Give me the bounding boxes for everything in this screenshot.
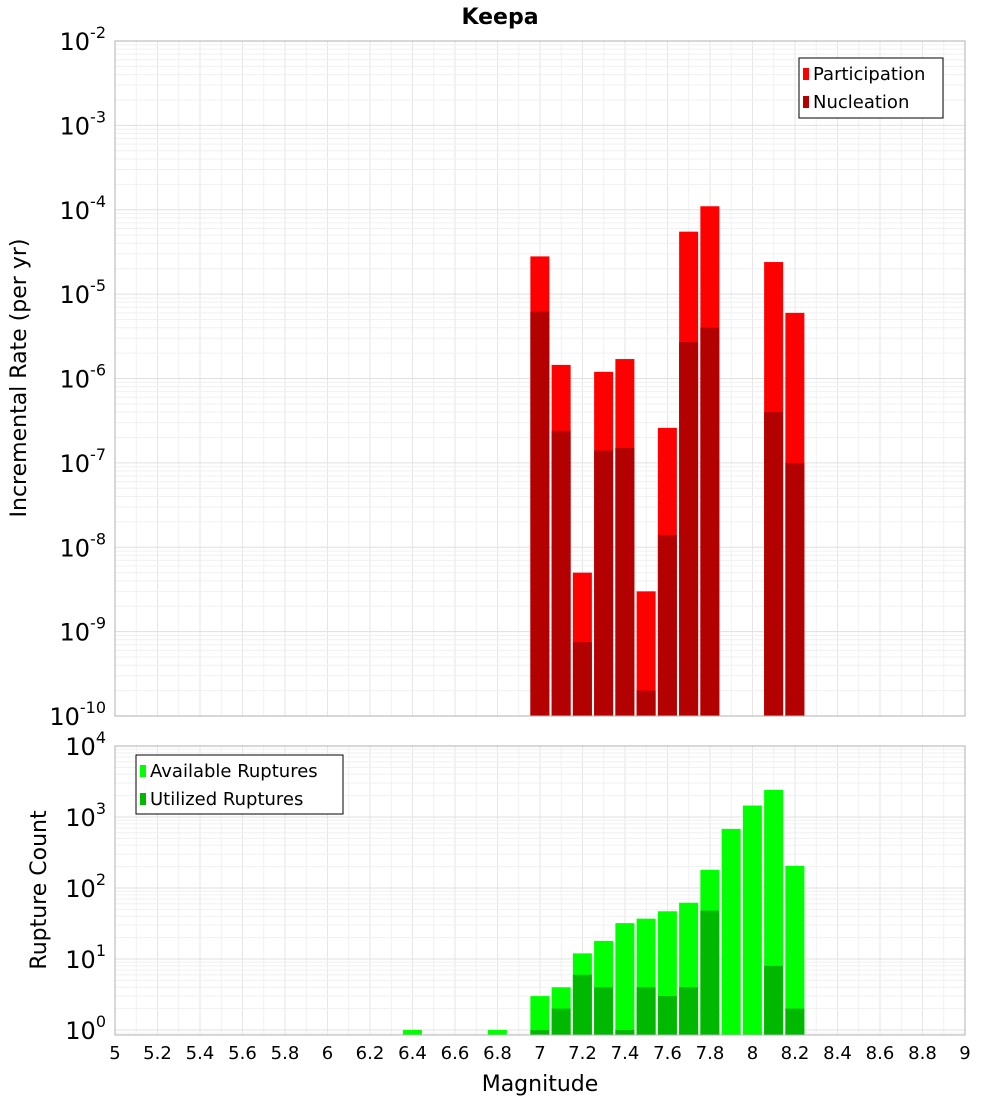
x-tick-label: 7.8 xyxy=(696,1043,725,1064)
count-legend-swatch xyxy=(140,793,146,805)
rate-bar-nucleation xyxy=(530,311,550,716)
count-bar-available-ruptures xyxy=(785,865,805,1035)
rate-y-tick-label: 10-2 xyxy=(60,23,107,56)
rate-bar-nucleation xyxy=(636,690,656,716)
rate-bar-nucleation xyxy=(657,534,677,716)
chart-title: Keepa xyxy=(461,5,538,30)
rate-y-tick-label: 10-3 xyxy=(60,107,107,140)
count-bar-available-ruptures xyxy=(742,805,762,1035)
rate-legend-label: Nucleation xyxy=(813,92,909,113)
x-tick-label: 8.6 xyxy=(866,1043,895,1064)
rate-bar-nucleation xyxy=(700,327,720,716)
bottom-y-axis-label: Rupture Count xyxy=(27,810,52,970)
count-y-tick-label: 100 xyxy=(65,1012,106,1045)
x-tick-label: 6 xyxy=(322,1043,333,1064)
x-tick-label: 7.4 xyxy=(611,1043,640,1064)
x-tick-label: 5 xyxy=(109,1043,120,1064)
count-bar-utilized-ruptures xyxy=(594,987,614,1035)
count-legend: Available Ruptures Utilized Ruptures xyxy=(135,754,344,815)
count-bar-available-ruptures xyxy=(615,923,635,1035)
rate-legend-swatch xyxy=(803,68,809,80)
x-tick-label: 9 xyxy=(959,1043,970,1064)
x-tick-label: 6.4 xyxy=(398,1043,427,1064)
count-bar-utilized-ruptures xyxy=(636,987,656,1035)
count-bar-available-ruptures xyxy=(721,828,741,1035)
rate-legend-swatch xyxy=(803,96,809,108)
x-tick-label: 7 xyxy=(534,1043,545,1064)
count-y-tick-label: 103 xyxy=(65,799,106,832)
count-bar-utilized-ruptures xyxy=(785,1008,805,1035)
rate-bar-nucleation xyxy=(572,642,592,716)
count-bar-utilized-ruptures xyxy=(551,1008,571,1035)
rupture-count-plot-panel: 100 101 102 103 104 5 5.2 5.4 5.6 5.8 6 6.2 6.4 6.6 6.… xyxy=(65,728,970,1064)
count-plot-frame xyxy=(114,745,966,1036)
count-bar-utilized-ruptures xyxy=(530,1029,550,1035)
rate-bar-nucleation xyxy=(764,412,784,716)
rate-y-tick-label: 10-10 xyxy=(49,698,106,731)
x-tick-label: 5.4 xyxy=(186,1043,215,1064)
count-bar-utilized-ruptures xyxy=(572,974,592,1035)
count-bar-utilized-ruptures xyxy=(679,987,699,1035)
x-tick-label: 5.6 xyxy=(228,1043,257,1064)
count-legend-label: Utilized Ruptures xyxy=(150,789,303,810)
x-tick-label: 6.2 xyxy=(356,1043,385,1064)
rate-plot-panel: 10-10 10-9 10-8 10-7 10-6 10-5 10-4 10-3 10-2 Par… xyxy=(49,23,966,731)
x-tick-label: 8.4 xyxy=(823,1043,852,1064)
rate-y-tick-label: 10-5 xyxy=(60,276,107,309)
top-y-axis-label: Incremental Rate (per yr) xyxy=(7,239,32,518)
count-bar-available-ruptures xyxy=(530,996,550,1035)
count-legend-box xyxy=(135,754,344,815)
rate-y-tick-label: 10-9 xyxy=(60,614,107,647)
rate-y-tick-label: 10-6 xyxy=(60,361,107,394)
x-tick-label: 7.2 xyxy=(568,1043,597,1064)
count-legend-label: Available Ruptures xyxy=(150,761,318,782)
count-bar-available-ruptures xyxy=(487,1029,507,1035)
x-tick-label: 5.2 xyxy=(143,1043,172,1064)
x-tick-label: 8.8 xyxy=(908,1043,937,1064)
count-bar-utilized-ruptures xyxy=(764,965,784,1035)
count-bar-utilized-ruptures xyxy=(657,996,677,1035)
rate-bar-nucleation xyxy=(594,450,614,716)
rate-y-tick-label: 10-8 xyxy=(60,529,107,562)
x-tick-label: 8.2 xyxy=(781,1043,810,1064)
x-axis-label: Magnitude xyxy=(482,1072,599,1097)
x-tick-label: 5.8 xyxy=(271,1043,300,1064)
count-bar-available-ruptures xyxy=(402,1029,422,1035)
rate-plot-frame xyxy=(114,40,966,717)
x-tick-label: 6.8 xyxy=(483,1043,512,1064)
rate-y-tick-label: 10-4 xyxy=(60,192,107,225)
count-legend-swatch xyxy=(140,765,146,777)
rate-bar-participation xyxy=(636,591,656,716)
count-y-tick-label: 101 xyxy=(65,941,106,974)
count-bar-utilized-ruptures xyxy=(700,910,720,1035)
x-tick-label: 6.6 xyxy=(441,1043,470,1064)
rate-bar-nucleation xyxy=(785,462,805,716)
rate-bar-nucleation xyxy=(551,430,571,716)
rate-legend-box xyxy=(798,57,944,119)
count-y-tick-label: 102 xyxy=(65,870,106,903)
x-tick-label: 8 xyxy=(747,1043,758,1064)
x-tick-label: 7.6 xyxy=(653,1043,682,1064)
rate-legend: Participation Nucleation xyxy=(798,57,944,119)
count-bar-utilized-ruptures xyxy=(615,1029,635,1035)
count-y-tick-label: 104 xyxy=(65,728,106,761)
rate-y-tick-label: 10-7 xyxy=(60,445,107,478)
rate-bar-nucleation xyxy=(615,448,635,716)
rate-legend-label: Participation xyxy=(813,64,925,85)
rate-bar-nucleation xyxy=(679,342,699,716)
